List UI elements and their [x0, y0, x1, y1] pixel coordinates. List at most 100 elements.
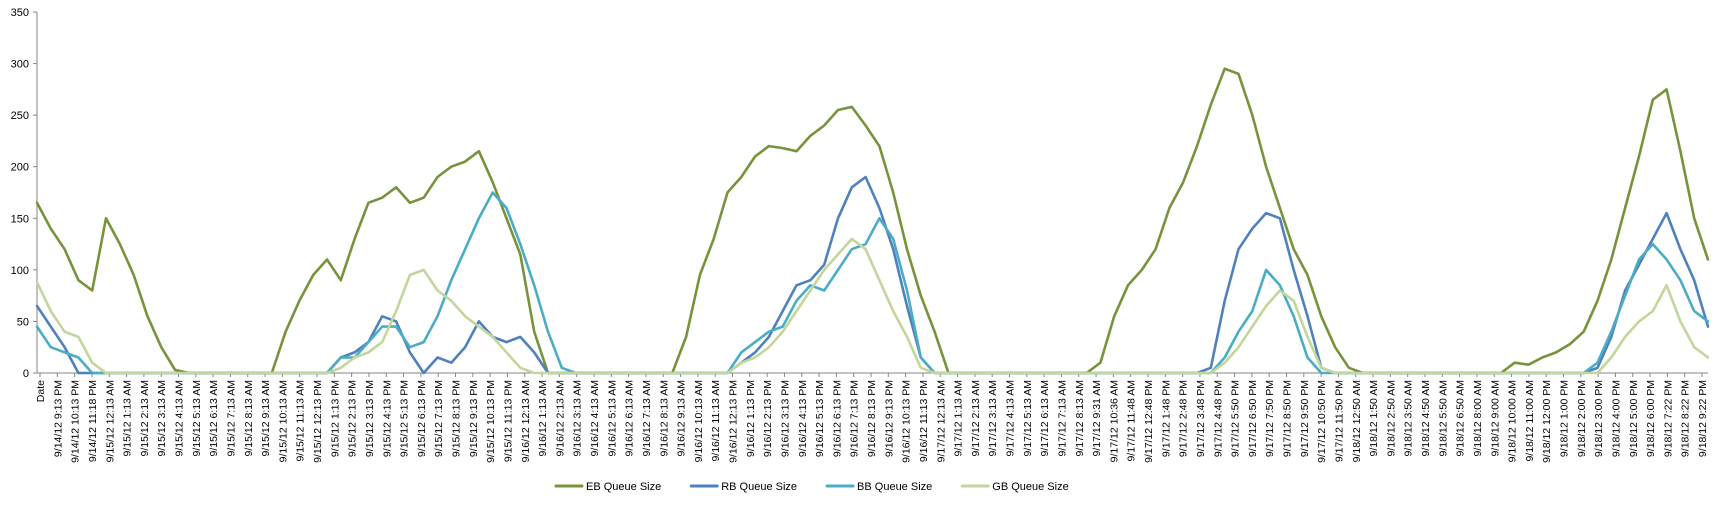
x-tick-label: 9/16/12 6:13 PM [831, 380, 843, 457]
x-tick-label: 9/16/12 7:13 PM [849, 380, 861, 457]
x-tick-label: 9/15/12 3:13 AM [156, 380, 168, 456]
x-tick-label: 9/18/12 4:00 PM [1610, 380, 1622, 457]
x-tick-label: 9/15/12 2:13 PM [347, 380, 359, 457]
x-tick-label: 9/18/12 2:00 PM [1576, 380, 1588, 457]
x-tick-label: 9/15/12 10:13 PM [485, 380, 497, 463]
x-tick-label: 9/18/12 4:50 AM [1420, 380, 1432, 456]
x-tick-label: 9/16/12 3:13 AM [572, 380, 584, 456]
x-tick-label: 9/16/12 5:13 PM [814, 380, 826, 457]
x-tick-label: 9/18/12 1:00 PM [1559, 380, 1571, 457]
x-tick-label: 9/17/12 5:50 PM [1230, 380, 1242, 457]
x-tick-label: 9/18/12 12:00 PM [1541, 380, 1553, 463]
x-tick-label: 9/15/12 1:13 AM [122, 380, 134, 456]
x-tick-label: 9/15/12 12:13 AM [104, 380, 116, 462]
y-tick-label: 300 [11, 59, 29, 71]
y-tick-label: 0 [23, 368, 29, 380]
x-tick-label: 9/16/12 9:13 AM [676, 380, 688, 456]
x-tick-label: 9/18/12 11:00 AM [1524, 380, 1536, 462]
legend-item-gb-queue-size: GB Queue Size [960, 481, 1069, 493]
x-tick-label: 9/18/12 9:00 AM [1489, 380, 1501, 456]
x-tick-label: 9/17/12 7:13 AM [1056, 380, 1068, 456]
y-tick-label: 50 [17, 316, 29, 328]
x-tick-label: 9/18/12 5:50 AM [1437, 380, 1449, 456]
series-line-eb-queue-size [35, 67, 1710, 375]
x-tick-label: 9/17/12 9:50 PM [1299, 380, 1311, 457]
x-tick-label: 9/18/12 3:00 PM [1593, 380, 1605, 457]
legend-label: EB Queue Size [586, 481, 661, 493]
y-tick-label: 150 [11, 213, 29, 225]
x-tick-label: 9/17/12 1:13 AM [953, 380, 965, 456]
x-tick-label: 9/14/12 10:13 PM [70, 380, 82, 463]
y-tick-label: 200 [11, 162, 29, 174]
y-axis: 0 50 100 150 200 250 300 350 [11, 7, 38, 380]
x-tick-label: 9/18/12 9:22 PM [1697, 380, 1709, 457]
x-tick-label: 9/17/12 7:50 PM [1264, 380, 1276, 457]
x-tick-label: 9/15/12 10:13 AM [277, 380, 289, 462]
x-tick-label: 9/17/12 12:48 PM [1143, 380, 1155, 463]
x-tick-label: 9/17/12 10:36 AM [1108, 380, 1120, 462]
x-tick-label: 9/16/12 8:13 PM [866, 380, 878, 457]
x-tick-label: 9/17/12 2:13 AM [970, 380, 982, 456]
x-tick-label: 9/15/12 5:13 AM [191, 380, 203, 456]
x-tick-label: 9/15/12 9:13 PM [468, 380, 480, 457]
x-tick-label: 9/18/12 8:22 PM [1680, 380, 1692, 457]
x-tick-label: 9/18/12 8:00 AM [1472, 380, 1484, 456]
x-tick-label: 9/16/12 2:13 AM [554, 380, 566, 456]
x-tick-label: 9/15/12 7:13 AM [225, 380, 237, 456]
x-tick-label: 9/18/12 12:50 AM [1351, 380, 1363, 462]
x-tick-label: 9/15/12 4:13 AM [174, 380, 186, 456]
x-tick-label: 9/17/12 6:50 PM [1247, 380, 1259, 457]
x-tick-label: 9/15/12 12:13 PM [312, 380, 324, 463]
x-tick-label: 9/18/12 5:00 PM [1628, 380, 1640, 457]
x-tick-label: 9/16/12 1:13 AM [537, 380, 549, 456]
y-tick-label: 350 [11, 7, 29, 19]
x-tick-label: 9/16/12 3:13 PM [779, 380, 791, 457]
x-tick-label: 9/16/12 6:13 AM [624, 380, 636, 456]
x-tick-label: 9/17/12 6:13 AM [1039, 380, 1051, 456]
x-tick-label: Date [35, 380, 47, 402]
legend-item-rb-queue-size: RB Queue Size [689, 481, 797, 493]
x-tick-label: 9/14/12 11:18 PM [87, 380, 99, 462]
legend-item-eb-queue-size: EB Queue Size [554, 481, 661, 493]
series-line-gb-queue-size [35, 237, 1710, 375]
x-tick-label: 9/18/12 7:22 PM [1662, 380, 1674, 457]
x-tick-label: 9/17/12 1:48 PM [1160, 380, 1172, 457]
x-tick-label: 9/15/12 5:13 PM [399, 380, 411, 457]
x-tick-label: 9/16/12 10:13 AM [693, 380, 705, 462]
series-line-rb-queue-size [35, 175, 1710, 375]
x-tick-label: 9/17/12 12:13 AM [935, 380, 947, 462]
x-tick-label: 9/17/12 3:48 PM [1195, 380, 1207, 457]
x-tick-label: 9/15/12 11:13 AM [295, 380, 307, 462]
x-tick-label: 9/18/12 3:50 AM [1403, 380, 1415, 456]
x-tick-label: 9/16/12 12:13 AM [520, 380, 532, 462]
legend: EB Queue Size RB Queue Size BB Queue Size G… [554, 481, 1069, 493]
x-tick-label: 9/15/12 9:13 AM [260, 380, 272, 456]
x-tick-label: 9/17/12 4:13 AM [1005, 380, 1017, 456]
x-tick-label: 9/18/12 6:50 AM [1455, 380, 1467, 456]
y-tick-label: 100 [11, 265, 29, 277]
x-tick-label: 9/18/12 2:50 AM [1385, 380, 1397, 456]
x-tick-label: 9/16/12 11:13 AM [710, 380, 722, 462]
x-tick-label: 9/17/12 2:48 PM [1178, 380, 1190, 457]
x-tick-label: 9/16/12 10:13 PM [901, 380, 913, 463]
x-tick-label: 9/16/12 11:13 PM [918, 380, 930, 462]
legend-item-bb-queue-size: BB Queue Size [825, 481, 932, 493]
x-tick-label: 9/17/12 8:50 PM [1282, 380, 1294, 457]
x-tick-label: 9/17/12 11:50 PM [1333, 380, 1345, 462]
x-tick-label: 9/15/12 7:13 PM [433, 380, 445, 457]
x-tick-label: 9/17/12 11:48 AM [1126, 380, 1138, 462]
x-tick-label: 9/15/12 4:13 PM [381, 380, 393, 457]
x-tick-label: 9/17/12 9:31 AM [1091, 380, 1103, 456]
legend-label: BB Queue Size [857, 481, 932, 493]
x-tick-label: 9/15/12 1:13 PM [329, 380, 341, 457]
x-tick-label: 9/17/12 3:13 AM [987, 380, 999, 456]
x-tick-label: 9/15/12 8:13 PM [451, 380, 463, 457]
legend-label: RB Queue Size [721, 481, 797, 493]
x-tick-label: 9/16/12 1:13 PM [745, 380, 757, 457]
x-axis: Date 9/14/12 9:13 PM 9/14/12 10:13 PM 9/14/… [35, 372, 1709, 463]
y-tick-label: 250 [11, 110, 29, 122]
x-tick-label: 9/16/12 5:13 AM [606, 380, 618, 456]
x-tick-label: 9/18/12 6:00 PM [1645, 380, 1657, 457]
x-tick-label: 9/15/12 6:13 AM [208, 380, 220, 456]
